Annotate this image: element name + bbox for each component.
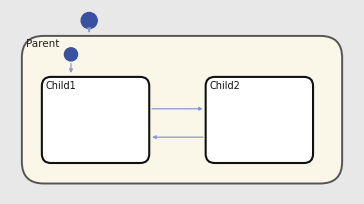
Text: Child1: Child1	[46, 81, 76, 90]
FancyBboxPatch shape	[206, 78, 313, 163]
FancyBboxPatch shape	[22, 37, 342, 184]
Text: Child2: Child2	[210, 81, 241, 90]
Circle shape	[64, 49, 78, 62]
FancyBboxPatch shape	[42, 78, 149, 163]
Circle shape	[81, 13, 97, 29]
Text: Parent: Parent	[26, 39, 59, 49]
